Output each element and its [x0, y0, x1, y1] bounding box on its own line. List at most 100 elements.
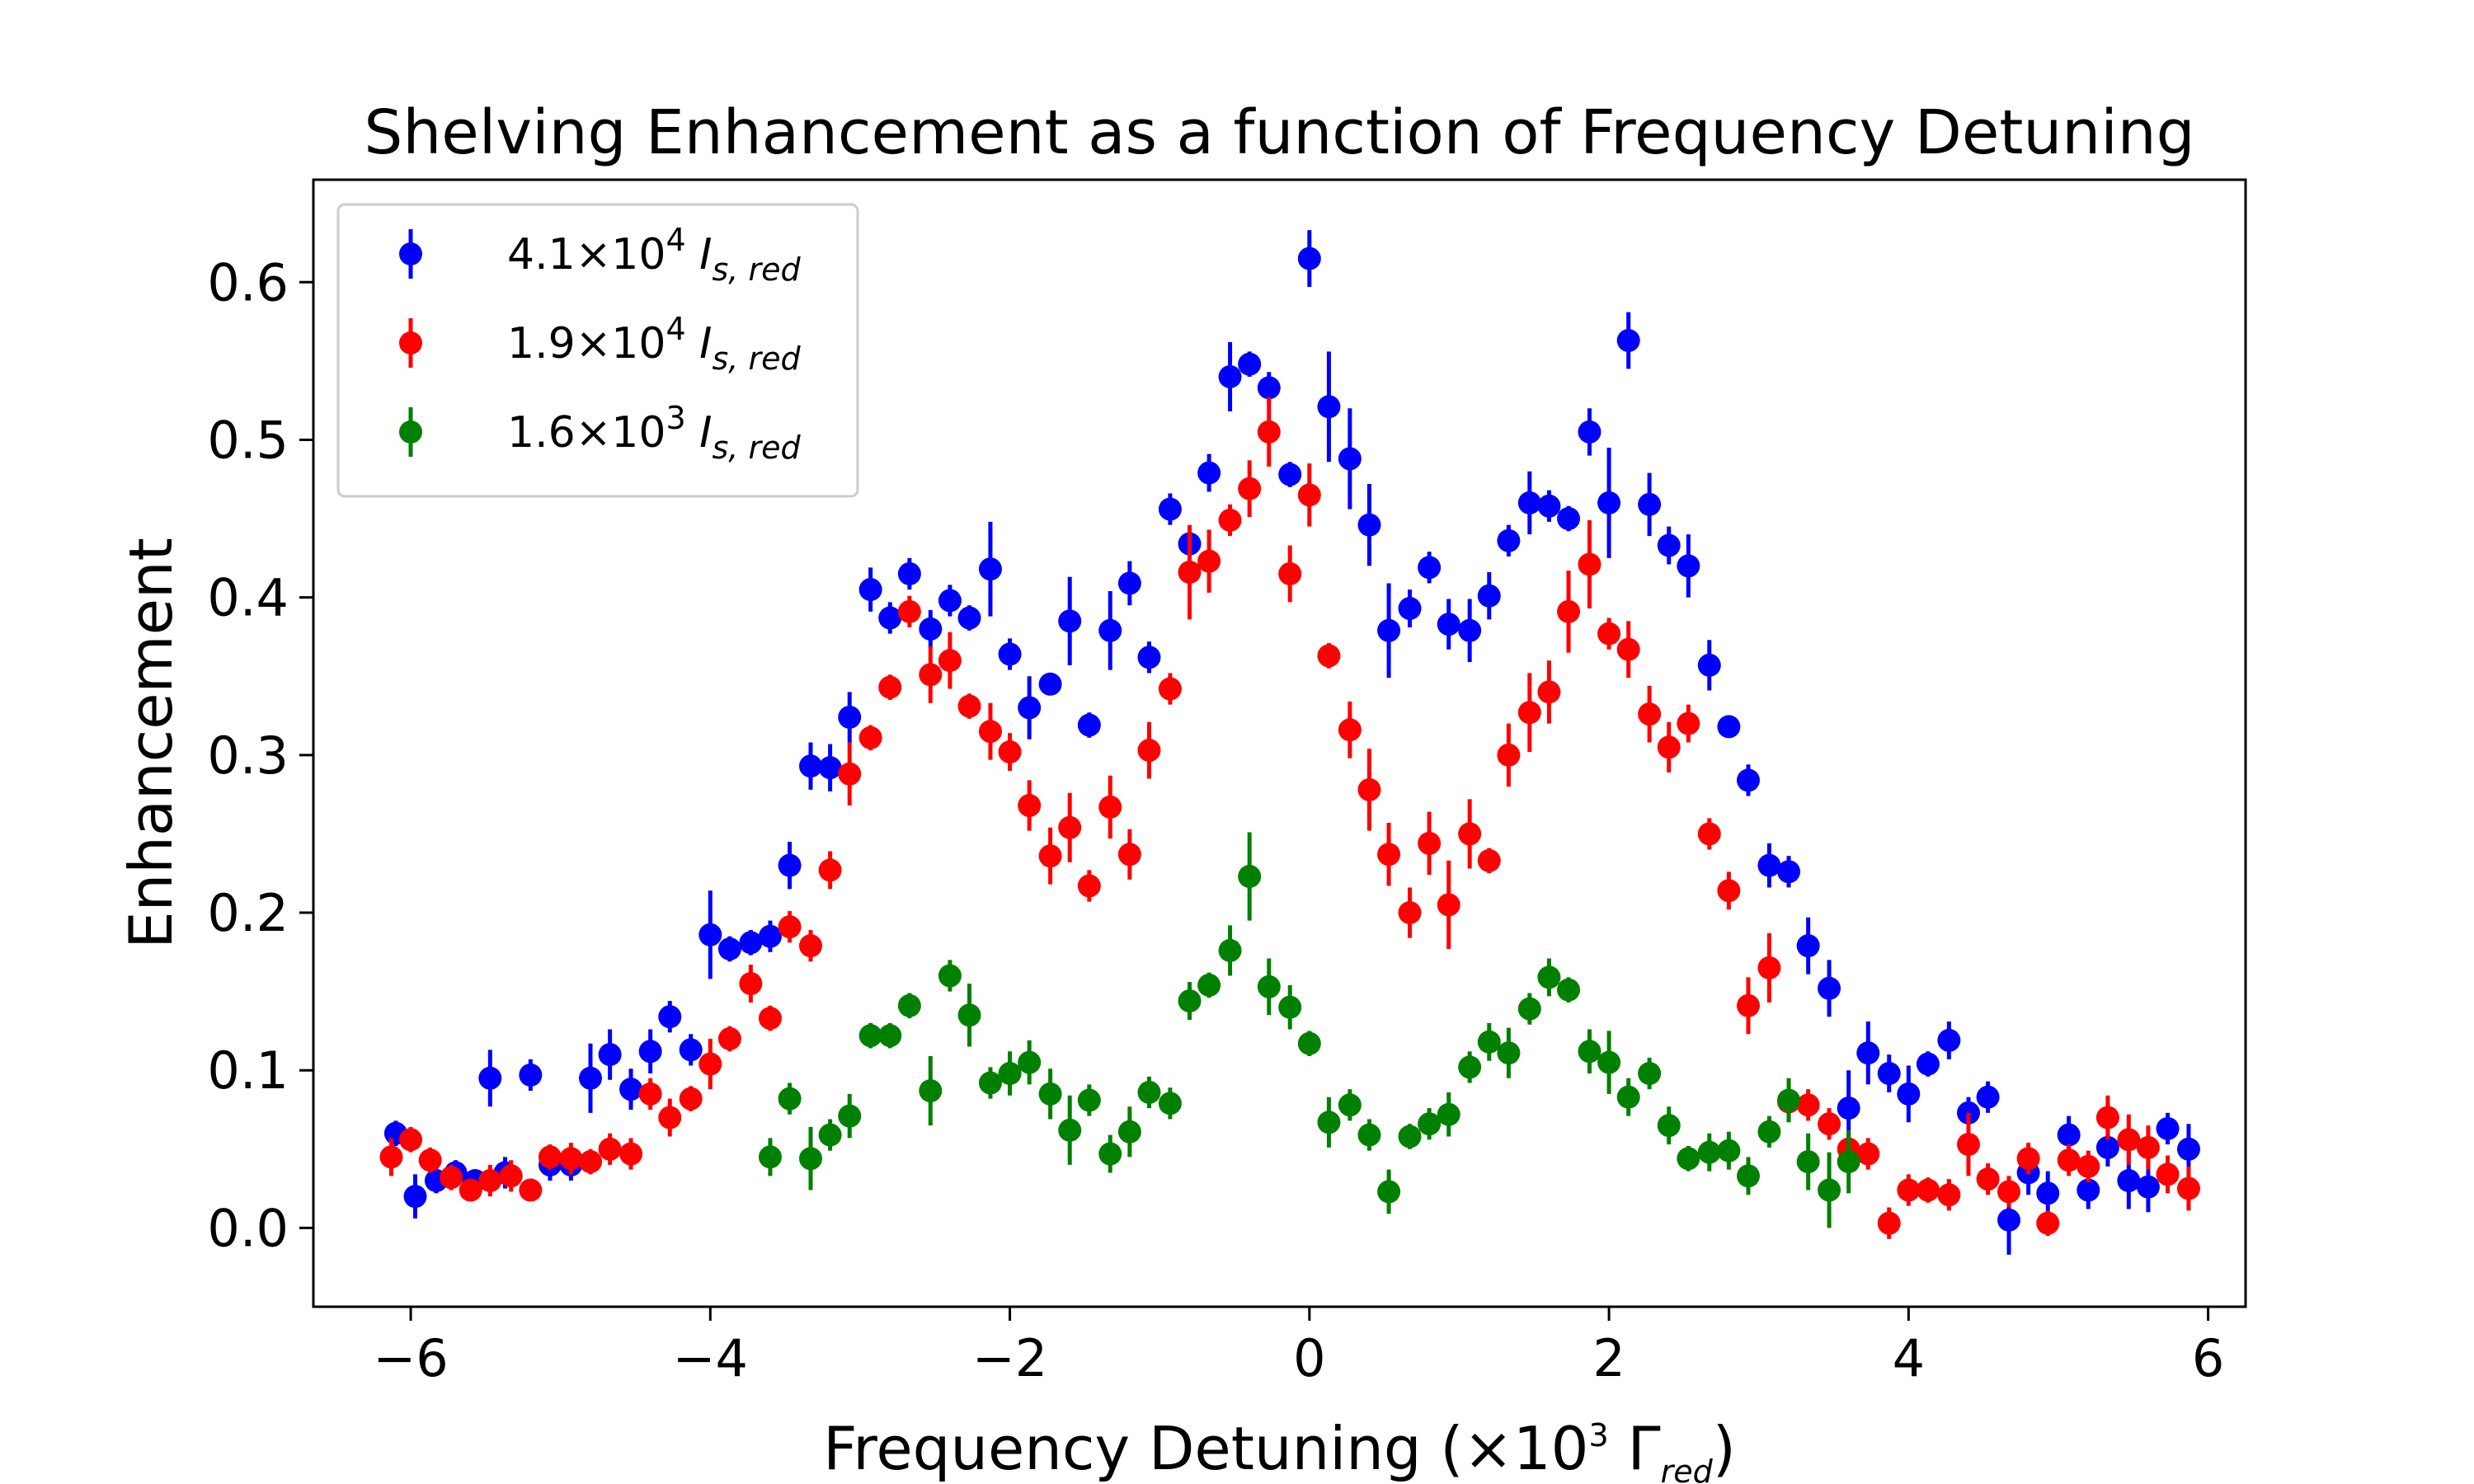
data-point	[799, 934, 823, 958]
data-point	[2057, 1148, 2081, 1172]
data-point	[698, 1052, 722, 1076]
data-point	[1578, 1040, 1602, 1064]
data-point	[1697, 822, 1721, 846]
data-point	[1757, 956, 1781, 979]
data-point	[1578, 420, 1602, 444]
data-point	[1357, 1123, 1381, 1147]
data-point	[919, 663, 943, 687]
data-point	[1736, 993, 1760, 1017]
data-point	[1796, 1150, 1820, 1174]
data-point	[1638, 702, 1662, 726]
data-point	[1677, 1147, 1700, 1171]
data-point	[1818, 1178, 1841, 1202]
data-point	[1736, 1164, 1760, 1188]
series-2	[379, 397, 2200, 1239]
data-point	[1158, 677, 1182, 701]
data-point	[1997, 1180, 2021, 1204]
data-point	[1616, 329, 1640, 353]
data-point	[739, 931, 763, 955]
data-point	[2077, 1178, 2100, 1202]
data-point	[1837, 1097, 1860, 1120]
data-point	[1638, 1062, 1662, 1086]
legend-label: 4.1×104 Is, red	[507, 222, 801, 288]
legend-exponent: 4	[666, 311, 685, 347]
data-point	[2156, 1162, 2180, 1186]
data-point	[1077, 874, 1101, 898]
data-point	[1218, 508, 1242, 532]
data-point	[519, 1178, 543, 1202]
data-point	[778, 915, 802, 939]
data-point	[1677, 711, 1700, 735]
data-point	[1197, 973, 1221, 997]
x-tick-label: 6	[2192, 1328, 2224, 1388]
data-point	[1837, 1150, 1860, 1174]
data-point	[1777, 860, 1801, 884]
legend-exponent: 4	[666, 222, 685, 258]
x-axis-title-exp: 3	[1588, 1417, 1608, 1453]
data-point	[778, 1087, 802, 1111]
data-point	[1916, 1052, 1940, 1076]
data-point	[1796, 1093, 1820, 1117]
legend-box	[336, 203, 859, 498]
data-point	[1458, 1055, 1482, 1079]
data-point	[1856, 1041, 1880, 1065]
data-point	[2136, 1175, 2160, 1199]
data-point	[1018, 696, 1042, 720]
data-point	[998, 642, 1022, 666]
legend-label: 1.9×104 Is, red	[507, 311, 801, 377]
data-point	[579, 1066, 603, 1090]
data-point	[658, 1106, 682, 1129]
data-point	[1616, 1085, 1640, 1109]
data-point	[957, 1003, 981, 1027]
data-point	[1796, 934, 1820, 958]
data-point	[1597, 1050, 1621, 1074]
data-point	[1497, 743, 1521, 767]
data-point	[978, 557, 1002, 581]
legend-subscript: s, red	[713, 430, 802, 466]
data-point	[1077, 713, 1101, 737]
data-point	[2117, 1169, 2141, 1193]
data-point	[1297, 1031, 1321, 1055]
data-point	[619, 1078, 643, 1101]
data-point	[2136, 1135, 2160, 1159]
data-point	[1956, 1133, 1980, 1157]
data-point	[1777, 1088, 1801, 1112]
data-point	[1098, 1142, 1122, 1166]
legend-symbol: I	[686, 319, 713, 369]
data-point	[2117, 1128, 2141, 1152]
data-point	[1098, 618, 1122, 642]
x-axis-title-main: Frequency Detuning (×10	[823, 1414, 1588, 1483]
data-point	[379, 1145, 403, 1169]
data-point	[1657, 735, 1681, 759]
data-point	[598, 1043, 622, 1067]
data-point	[658, 1005, 682, 1029]
data-point	[1578, 552, 1602, 576]
data-point	[1257, 974, 1281, 998]
legend-symbol: I	[686, 230, 713, 279]
data-point	[1976, 1085, 2000, 1109]
data-point	[858, 1024, 882, 1048]
data-point	[499, 1164, 523, 1188]
data-point	[998, 740, 1022, 764]
data-point	[1158, 497, 1182, 521]
data-point	[838, 705, 862, 729]
series-3	[758, 832, 1860, 1228]
data-point	[1297, 247, 1321, 270]
data-point	[1677, 554, 1700, 578]
data-point	[1916, 1178, 1940, 1202]
y-axis-title: Enhancement	[116, 538, 186, 949]
data-point	[1038, 844, 1062, 868]
plot-area	[312, 178, 2247, 1308]
data-point	[818, 1123, 842, 1147]
data-point	[897, 599, 921, 623]
data-point	[1877, 1211, 1901, 1235]
data-point	[1477, 848, 1501, 872]
y-tick-label: 0.3	[207, 726, 289, 786]
data-point	[978, 720, 1002, 744]
data-point	[1018, 794, 1042, 818]
data-point	[1377, 618, 1401, 642]
data-point	[758, 924, 782, 948]
data-point	[1137, 739, 1161, 763]
data-point	[1197, 461, 1221, 485]
